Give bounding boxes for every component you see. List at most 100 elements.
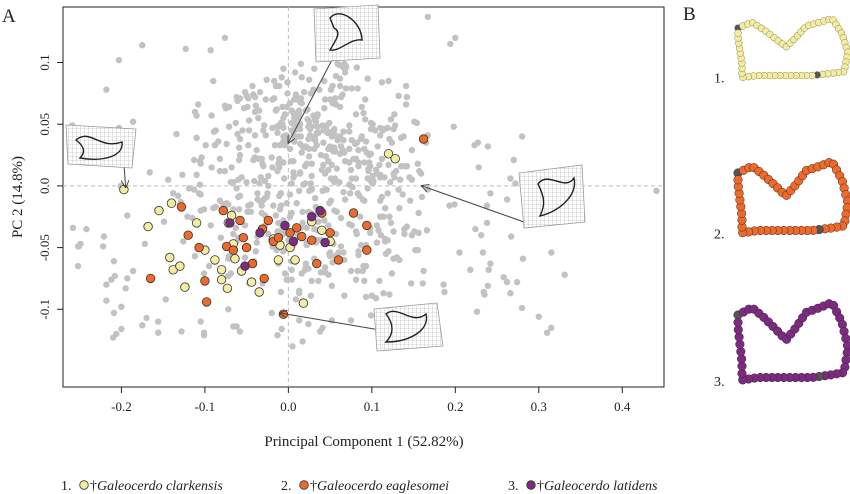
background-point: [296, 187, 303, 194]
background-point: [548, 249, 555, 256]
background-point: [378, 79, 386, 86]
background-point: [244, 103, 251, 111]
background-point: [359, 267, 366, 275]
background-point: [288, 180, 295, 187]
background-point: [170, 190, 177, 197]
background-point: [320, 139, 327, 146]
background-point: [362, 116, 369, 123]
background-point: [346, 159, 353, 166]
background-point: [264, 190, 271, 197]
background-point: [143, 314, 150, 322]
background-point: [278, 74, 285, 81]
background-point: [178, 328, 185, 335]
background-point: [262, 96, 269, 103]
panel-b-shape-1: 1.: [714, 15, 850, 86]
background-point: [202, 142, 209, 149]
background-point: [314, 123, 321, 130]
species-point: [191, 218, 202, 228]
background-point: [279, 121, 286, 128]
background-point: [485, 266, 492, 273]
legend-marker: [526, 480, 536, 490]
background-point: [280, 248, 287, 255]
background-point: [336, 75, 344, 82]
background-point: [311, 225, 318, 233]
background-point: [325, 166, 332, 174]
background-point: [451, 201, 458, 208]
background-point: [216, 167, 224, 175]
background-point: [155, 318, 162, 325]
inset-arrow: [124, 164, 126, 187]
background-point: [484, 143, 492, 150]
background-point: [360, 109, 367, 117]
background-point: [103, 86, 110, 93]
background-point: [100, 233, 108, 240]
background-point: [367, 125, 375, 133]
background-point: [258, 209, 265, 217]
legend: 1. †Galeocerdo clarkensis 2. †Galeocerdo…: [61, 479, 658, 494]
background-point: [160, 218, 168, 225]
background-point: [321, 217, 328, 224]
species-point: [222, 283, 233, 294]
background-point: [296, 317, 303, 324]
species-point: [235, 215, 245, 226]
shape-inset-right: [518, 164, 586, 229]
background-point: [306, 125, 314, 133]
species-point: [166, 198, 177, 208]
background-point: [387, 116, 395, 123]
background-point: [399, 191, 406, 198]
y-tick-label: -0.05: [37, 234, 52, 261]
background-point: [475, 164, 482, 171]
background-point: [308, 172, 315, 180]
background-point: [392, 167, 400, 175]
background-point: [251, 108, 259, 116]
x-tick-label: -0.1: [195, 399, 216, 414]
landmark-point: [733, 175, 743, 185]
background-point: [328, 161, 335, 169]
background-point: [325, 145, 332, 153]
background-point: [245, 127, 253, 134]
background-point: [124, 212, 131, 219]
background-point: [228, 164, 235, 171]
background-point: [195, 101, 202, 108]
species-point: [307, 211, 317, 222]
shape-inset-bottom: [373, 302, 444, 352]
background-point: [205, 262, 213, 270]
background-point: [257, 174, 264, 181]
background-point: [306, 118, 313, 125]
species-point: [180, 282, 190, 292]
background-point: [407, 197, 414, 204]
species-point: [241, 242, 252, 253]
background-point: [255, 155, 262, 162]
background-point: [357, 213, 364, 220]
background-point: [290, 169, 297, 176]
background-point: [197, 318, 204, 325]
background-point: [243, 179, 250, 186]
background-point: [83, 225, 90, 233]
background-point: [291, 138, 298, 145]
background-point: [182, 45, 189, 53]
background-point: [227, 270, 234, 277]
background-point: [315, 218, 322, 225]
background-point: [378, 155, 386, 162]
legend-item-eaglesomei: 2. †Galeocerdo eaglesomei: [281, 479, 449, 494]
background-point: [543, 329, 551, 336]
background-point: [348, 85, 355, 92]
shape-inset-left: [65, 124, 137, 169]
background-point: [308, 277, 315, 285]
background-point: [347, 267, 355, 275]
panel-b-shape-3: 3.: [714, 299, 850, 390]
background-point: [165, 176, 172, 183]
background-point: [247, 208, 254, 215]
species-point: [119, 184, 129, 195]
background-point: [236, 135, 244, 143]
background-point: [354, 85, 361, 92]
background-point: [416, 167, 423, 175]
species-point: [292, 223, 302, 233]
background-point: [290, 174, 297, 181]
background-point: [272, 212, 280, 219]
background-point: [252, 248, 259, 255]
background-point: [403, 223, 411, 230]
background-point: [261, 177, 269, 185]
background-point: [239, 127, 246, 134]
background-point: [314, 112, 321, 119]
